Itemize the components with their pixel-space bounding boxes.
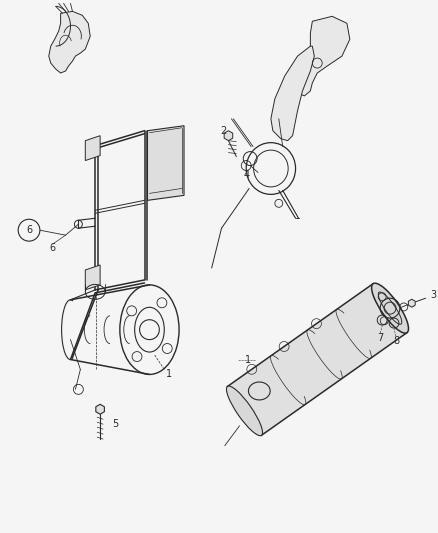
Text: 6: 6 [49,243,56,253]
Polygon shape [85,136,100,160]
Polygon shape [148,126,184,200]
Text: 5: 5 [112,419,118,429]
Text: 8: 8 [393,336,399,346]
Polygon shape [227,284,407,435]
Text: 6: 6 [26,225,32,235]
Ellipse shape [371,283,409,333]
Text: 7: 7 [377,333,383,343]
Text: 1: 1 [245,354,251,365]
Polygon shape [96,404,104,414]
Circle shape [18,219,40,241]
Polygon shape [291,17,350,96]
Text: 4: 4 [243,171,249,181]
Text: 2: 2 [220,126,226,136]
Ellipse shape [226,386,262,435]
Text: 3: 3 [431,290,437,300]
Polygon shape [408,299,415,307]
Polygon shape [49,11,90,73]
Polygon shape [271,46,314,141]
Polygon shape [85,265,100,290]
Text: 1: 1 [166,369,172,379]
Polygon shape [224,131,233,141]
